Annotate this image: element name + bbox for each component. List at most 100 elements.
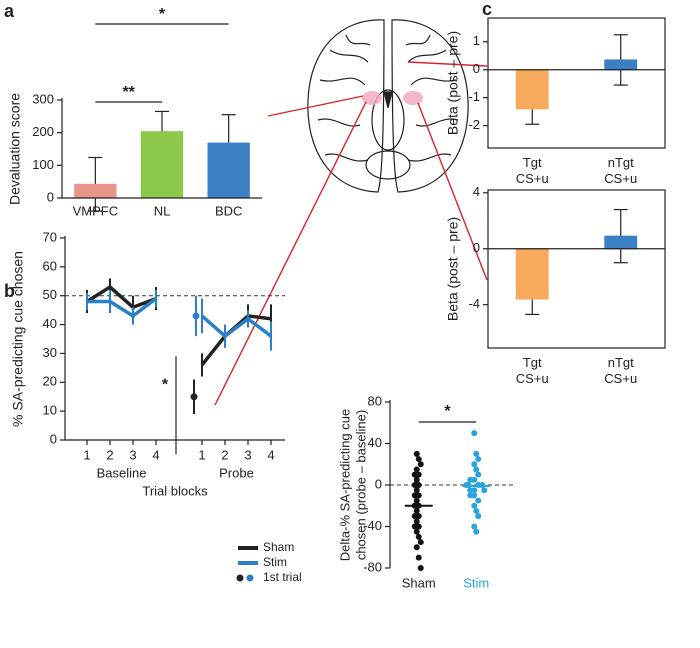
data-point [415, 456, 422, 463]
data-point [417, 565, 424, 571]
data-point [411, 482, 418, 488]
significance-label: * [444, 403, 451, 420]
panel-label: a [4, 1, 15, 21]
connector-lines [214, 61, 488, 406]
data-point [475, 456, 482, 463]
x-axis-label: Trial blocks [142, 483, 208, 498]
x-tick-label: 1 [198, 447, 205, 462]
data-point [415, 554, 422, 561]
significance-label: * [162, 376, 169, 393]
x-tick-label: Tgt CS+u [516, 155, 549, 186]
y-tick-label: 300 [32, 91, 54, 106]
series-line [86, 284, 272, 367]
data-point [481, 487, 488, 494]
x-tick-label: 4 [267, 447, 274, 462]
data-point [413, 476, 420, 483]
x-tick-label: 2 [221, 447, 228, 462]
bar [604, 59, 638, 71]
y-tick-label: 10 [43, 403, 57, 418]
panel-label: c [482, 0, 492, 19]
bar [74, 183, 117, 199]
first-trial-point [192, 312, 200, 320]
x-tick-label: Stim [463, 575, 489, 590]
legend-marker [246, 574, 254, 582]
data-point [411, 471, 418, 478]
x-tick-label: Sham [402, 575, 436, 590]
y-axis-label: Devaluation score [7, 93, 23, 205]
x-tick-label: 3 [244, 447, 251, 462]
y-tick-label: 20 [43, 374, 57, 389]
bar [515, 69, 549, 110]
y-tick-label: 40 [43, 316, 57, 331]
panel-label: b [4, 281, 15, 301]
y-axis-label: Beta (post – pre) [445, 217, 461, 321]
y-tick-label: 70 [43, 229, 57, 244]
x-tick-label: NL [154, 203, 171, 218]
bar [207, 142, 250, 199]
y-tick-label: -80 [363, 559, 382, 574]
data-point [475, 471, 482, 478]
data-point [411, 492, 418, 499]
y-tick-label: -40 [363, 518, 382, 533]
bar [604, 235, 638, 250]
x-tick-label: 2 [106, 447, 113, 462]
data-point [473, 528, 480, 535]
y-tick-label: 200 [32, 124, 54, 139]
y-tick-label: 60 [43, 258, 57, 273]
x-tick-label: 3 [129, 447, 136, 462]
data-point [413, 497, 420, 504]
x-tick-label: BDC [215, 203, 242, 218]
plot-frame [487, 189, 666, 349]
data-point [473, 450, 480, 457]
legend-label: 1st trial [263, 570, 302, 584]
y-tick-label: 30 [43, 345, 57, 360]
data-point [475, 497, 482, 504]
data-point [415, 533, 422, 540]
y-tick-label: 0 [473, 240, 480, 255]
y-tick-label: 80 [368, 393, 382, 408]
legend-label: Sham [263, 540, 294, 554]
data-point [417, 539, 424, 546]
y-tick-label: 4 [473, 184, 480, 199]
data-point [467, 476, 474, 483]
y-tick-label: -1 [468, 89, 480, 104]
y-tick-label: 0 [375, 476, 382, 491]
first-trial-point [190, 393, 198, 401]
y-tick-label: 0 [47, 189, 54, 204]
y-axis-label: chosen (probe – baseline) [353, 410, 368, 560]
legend-label: Stim [263, 555, 287, 569]
data-point [413, 544, 420, 551]
significance-label: ** [122, 84, 135, 101]
y-tick-label: 50 [43, 287, 57, 302]
data-point [417, 461, 424, 468]
data-point [413, 518, 420, 525]
bar [140, 131, 184, 199]
data-point [473, 466, 480, 473]
series-line [87, 297, 273, 339]
group-label: Probe [219, 465, 254, 480]
y-tick-label: 0 [473, 61, 480, 76]
x-tick-label: nTgt CS+u [604, 355, 637, 386]
y-tick-label: -4 [468, 296, 480, 311]
y-axis-label: Delta-% SA-predicting cue [337, 409, 352, 561]
y-axis-label: Beta (post – pre) [445, 31, 461, 135]
data-point [413, 487, 420, 494]
y-axis-label: % SA-predicting cue chosen [10, 251, 26, 427]
data-point [467, 492, 474, 499]
x-tick-label: VMPFC [73, 203, 119, 218]
y-tick-label: -2 [468, 117, 480, 132]
data-point [467, 487, 474, 494]
x-tick-label: Tgt CS+u [516, 355, 549, 386]
x-tick-label: 1 [83, 447, 90, 462]
data-point [475, 513, 482, 520]
group-label: Baseline [97, 465, 147, 480]
data-point [413, 466, 420, 473]
bar [515, 248, 549, 300]
y-tick-label: 0 [50, 431, 57, 446]
data-point [473, 507, 480, 514]
significance-label: * [159, 6, 166, 23]
data-point [411, 513, 418, 520]
data-point [413, 507, 420, 514]
data-point [463, 482, 470, 488]
